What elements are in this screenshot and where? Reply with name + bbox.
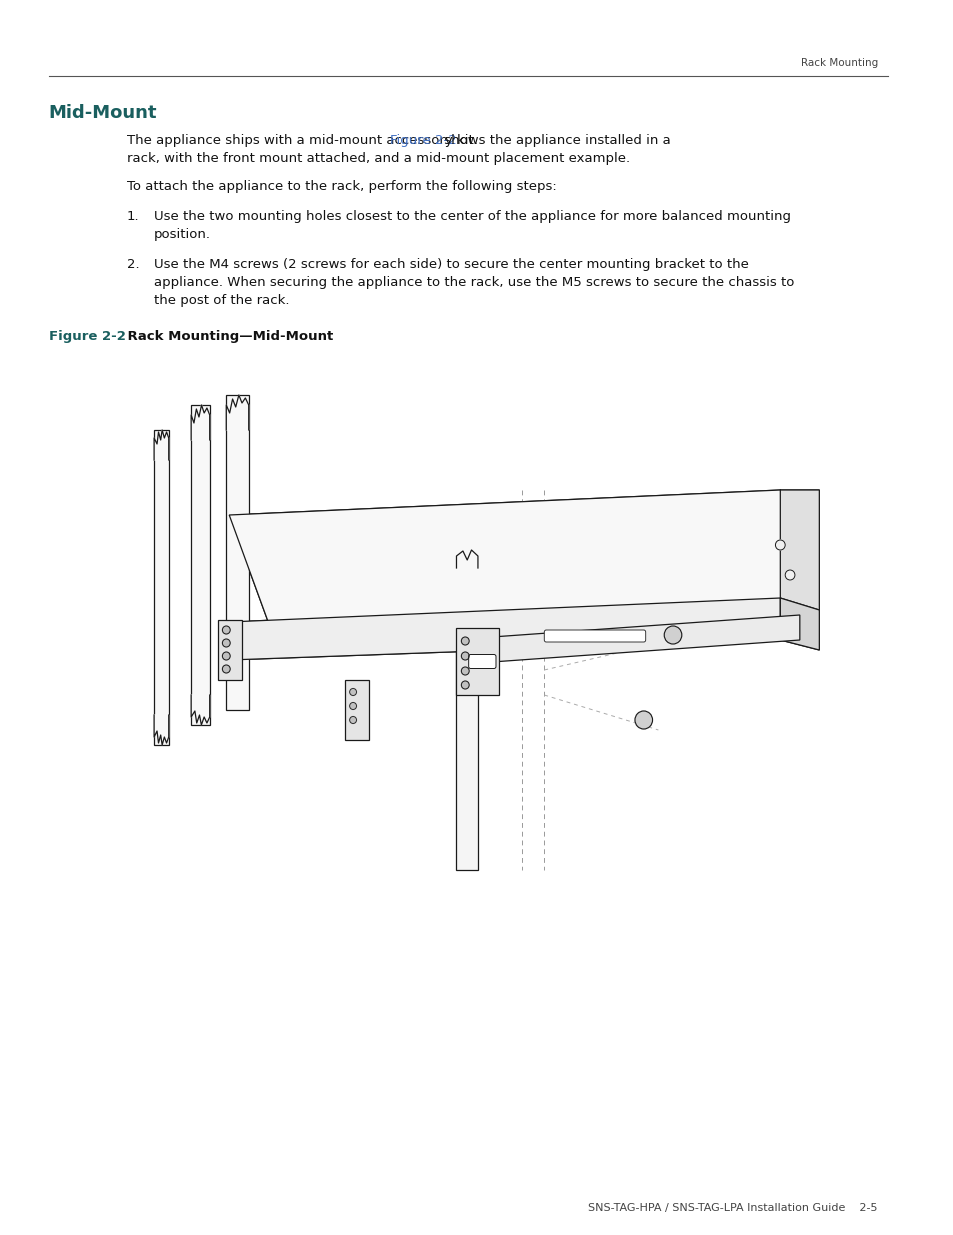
Polygon shape xyxy=(191,405,210,440)
Polygon shape xyxy=(229,598,780,659)
Circle shape xyxy=(784,571,794,580)
Circle shape xyxy=(222,626,230,634)
Polygon shape xyxy=(226,395,249,710)
Text: The appliance ships with a mid-mount accessory kit.: The appliance ships with a mid-mount acc… xyxy=(127,135,481,147)
Circle shape xyxy=(350,703,356,709)
Polygon shape xyxy=(154,430,169,745)
Circle shape xyxy=(350,716,356,724)
Polygon shape xyxy=(229,490,819,622)
Circle shape xyxy=(222,664,230,673)
Polygon shape xyxy=(229,490,819,622)
Circle shape xyxy=(461,667,469,676)
Polygon shape xyxy=(229,598,780,659)
Text: 2.: 2. xyxy=(127,258,139,270)
Circle shape xyxy=(222,652,230,659)
Text: SNS-TAG-HPA / SNS-TAG-LPA Installation Guide    2-5: SNS-TAG-HPA / SNS-TAG-LPA Installation G… xyxy=(588,1203,877,1213)
Text: 1.: 1. xyxy=(127,210,139,224)
Text: rack, with the front mount attached, and a mid-mount placement example.: rack, with the front mount attached, and… xyxy=(127,152,629,165)
Circle shape xyxy=(635,711,652,729)
Text: Use the M4 screws (2 screws for each side) to secure the center mounting bracket: Use the M4 screws (2 screws for each sid… xyxy=(154,258,748,270)
Circle shape xyxy=(663,626,681,643)
Circle shape xyxy=(461,680,469,689)
Polygon shape xyxy=(154,430,169,459)
Circle shape xyxy=(222,638,230,647)
Polygon shape xyxy=(780,490,819,610)
Text: Use the two mounting holes closest to the center of the appliance for more balan: Use the two mounting holes closest to th… xyxy=(154,210,790,224)
Polygon shape xyxy=(477,615,799,663)
FancyBboxPatch shape xyxy=(544,630,645,642)
Polygon shape xyxy=(780,598,819,650)
Text: Figure 2-2: Figure 2-2 xyxy=(49,330,126,343)
Polygon shape xyxy=(456,550,477,568)
Polygon shape xyxy=(456,548,477,869)
Polygon shape xyxy=(780,490,819,610)
Polygon shape xyxy=(191,695,210,725)
Text: Rack Mounting—Mid-Mount: Rack Mounting—Mid-Mount xyxy=(110,330,334,343)
Text: appliance. When securing the appliance to the rack, use the M5 screws to secure : appliance. When securing the appliance t… xyxy=(154,275,794,289)
Circle shape xyxy=(461,637,469,645)
Text: Mid-Mount: Mid-Mount xyxy=(49,104,157,122)
Text: Figure 2-2: Figure 2-2 xyxy=(389,135,456,147)
Text: position.: position. xyxy=(154,228,211,241)
Polygon shape xyxy=(226,395,249,430)
Text: To attach the appliance to the rack, perform the following steps:: To attach the appliance to the rack, per… xyxy=(127,180,556,193)
Polygon shape xyxy=(780,598,819,650)
Polygon shape xyxy=(455,629,498,695)
Text: Rack Mounting: Rack Mounting xyxy=(800,58,877,68)
Circle shape xyxy=(350,688,356,695)
Text: shows the appliance installed in a: shows the appliance installed in a xyxy=(439,135,670,147)
Circle shape xyxy=(461,652,469,659)
Polygon shape xyxy=(154,715,169,745)
Polygon shape xyxy=(218,620,242,680)
FancyBboxPatch shape xyxy=(468,655,496,668)
Polygon shape xyxy=(191,405,210,725)
Circle shape xyxy=(775,540,784,550)
Polygon shape xyxy=(345,680,368,740)
Text: the post of the rack.: the post of the rack. xyxy=(154,294,290,308)
